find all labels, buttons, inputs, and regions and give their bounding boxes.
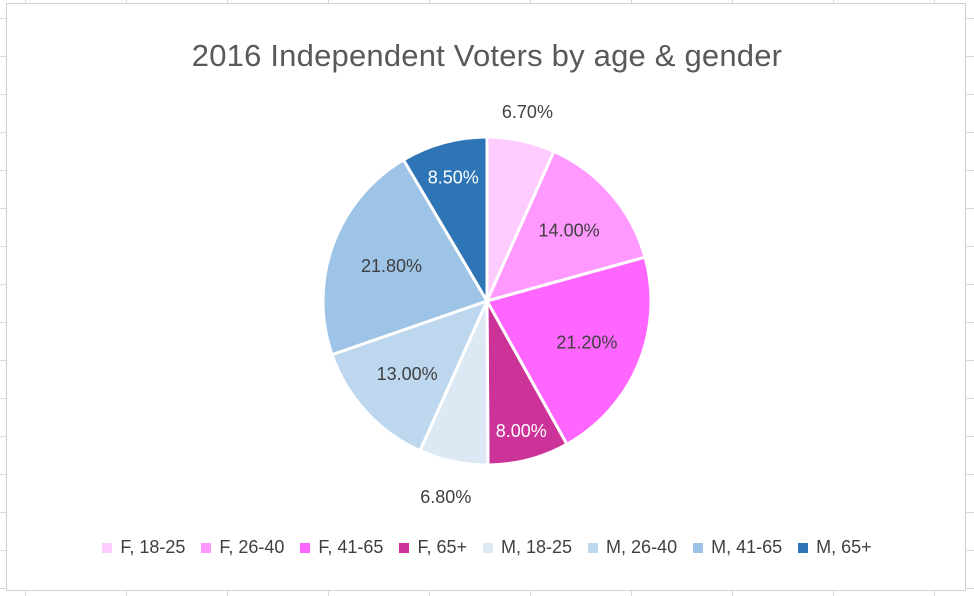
pie-data-labels: 6.70% 14.00% 21.20% 8.00% 6.80% 13.00% 21.80% 8… bbox=[361, 102, 617, 507]
legend-item: F, 65+ bbox=[399, 537, 467, 558]
legend-swatch bbox=[102, 542, 113, 553]
legend-swatch bbox=[588, 542, 599, 553]
legend-item: M, 41-65 bbox=[693, 537, 782, 558]
legend-label: F, 26-40 bbox=[219, 537, 285, 557]
legend-label: M, 18-25 bbox=[501, 537, 573, 557]
legend-item: M, 18-25 bbox=[483, 537, 572, 558]
legend-swatch bbox=[798, 542, 809, 553]
legend-item: F, 26-40 bbox=[201, 537, 284, 558]
legend-item: F, 18-25 bbox=[102, 537, 185, 558]
legend-label: M, 65+ bbox=[816, 537, 872, 557]
chart-legend: F, 18-25 F, 26-40 F, 41-65 F, 65+ M, 18-25 M,… bbox=[7, 537, 967, 558]
legend-swatch bbox=[399, 542, 410, 553]
legend-label: M, 41-65 bbox=[711, 537, 783, 557]
legend-item: M, 65+ bbox=[798, 537, 872, 558]
legend-swatch bbox=[693, 542, 704, 553]
legend-item: M, 26-40 bbox=[588, 537, 677, 558]
pie-slice-m-65-[interactable] bbox=[401, 135, 489, 307]
legend-label: M, 26-40 bbox=[606, 537, 678, 557]
pie-slice-m-41-65[interactable] bbox=[321, 157, 490, 357]
legend-label: F, 65+ bbox=[417, 537, 467, 557]
legend-swatch bbox=[201, 542, 212, 553]
data-label: 14.00% bbox=[539, 220, 600, 240]
legend-swatch bbox=[483, 542, 493, 553]
data-label: 8.00% bbox=[496, 421, 547, 441]
legend-label: F, 41-65 bbox=[318, 537, 384, 557]
data-label: 6.70% bbox=[502, 102, 553, 122]
pie-slices bbox=[321, 135, 653, 467]
legend-item: F, 41-65 bbox=[300, 537, 383, 558]
legend-label: F, 18-25 bbox=[120, 537, 186, 557]
data-label: 21.20% bbox=[556, 333, 617, 353]
chart-area[interactable]: 2016 Independent Voters by age & gender … bbox=[6, 3, 966, 591]
pie-slice-f-26-40[interactable] bbox=[484, 149, 647, 304]
data-label: 8.50% bbox=[428, 168, 479, 188]
pie-slice-f-41-65[interactable] bbox=[484, 255, 653, 447]
data-label: 13.00% bbox=[377, 364, 438, 384]
chart-title: 2016 Independent Voters by age & gender bbox=[191, 38, 783, 73]
legend-swatch bbox=[300, 542, 311, 553]
data-label: 6.80% bbox=[420, 487, 471, 507]
pie-slice-m-26-40[interactable] bbox=[330, 298, 490, 453]
pie-chart[interactable]: 6.70% 14.00% 21.20% 8.00% 6.80% 13.00% 21.80% 8… bbox=[7, 4, 967, 592]
data-label: 21.80% bbox=[361, 256, 422, 276]
